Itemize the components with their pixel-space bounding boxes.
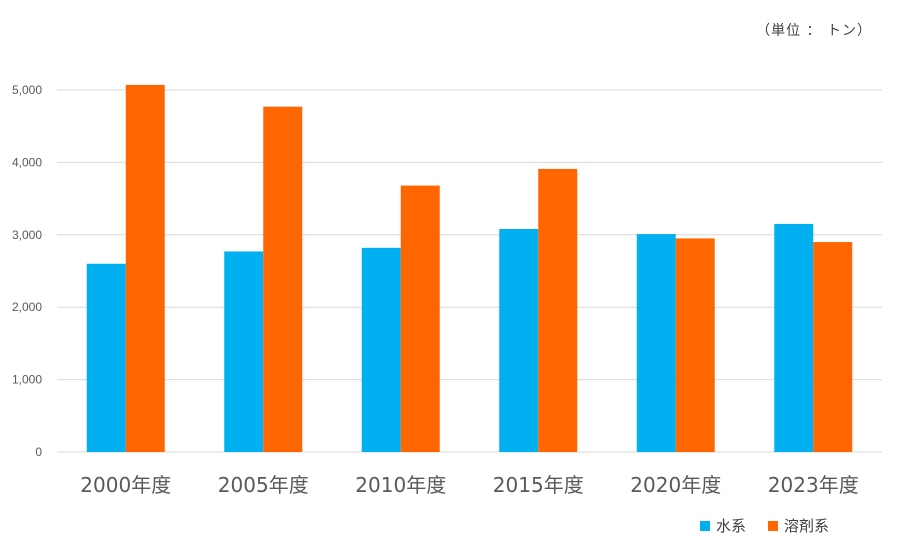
x-tick-label: 2015年度 bbox=[493, 473, 584, 497]
y-tick-label: 1,000 bbox=[12, 373, 42, 387]
bar-series1 bbox=[499, 229, 539, 452]
bar-series2 bbox=[675, 238, 715, 452]
x-tick-label: 2020年度 bbox=[630, 473, 721, 497]
bar-series2 bbox=[400, 185, 440, 452]
y-tick-label: 5,000 bbox=[12, 83, 42, 97]
legend-swatch-series1 bbox=[700, 520, 710, 531]
legend-label-series1: 水系 bbox=[716, 517, 747, 535]
y-tick-label: 0 bbox=[35, 445, 42, 459]
y-tick-label: 4,000 bbox=[12, 155, 42, 169]
bar-series1 bbox=[636, 234, 676, 452]
legend-item-series1: 水系 bbox=[700, 515, 746, 536]
x-tick-label: 2000年度 bbox=[80, 473, 171, 497]
bar-series2 bbox=[538, 168, 578, 452]
bar-series1 bbox=[774, 223, 814, 452]
legend: 水系 溶剤系 bbox=[700, 515, 829, 536]
legend-swatch-series2 bbox=[768, 520, 779, 531]
x-tick-label: 2005年度 bbox=[218, 473, 309, 497]
y-tick-label: 2,000 bbox=[12, 300, 42, 314]
y-tick-label: 3,000 bbox=[12, 228, 42, 242]
x-tick-label: 2023年度 bbox=[768, 473, 859, 497]
legend-item-series2: 溶剤系 bbox=[768, 515, 829, 536]
bar-series1 bbox=[361, 247, 401, 452]
bar-series1 bbox=[86, 263, 126, 452]
bar-series2 bbox=[813, 242, 853, 452]
legend-label-series2: 溶剤系 bbox=[784, 517, 830, 535]
unit-note: （単位 ： トン） bbox=[756, 23, 872, 39]
bar-series2 bbox=[263, 106, 303, 452]
bar-series2 bbox=[125, 84, 165, 452]
x-tick-label: 2010年度 bbox=[355, 473, 446, 497]
bar-series1 bbox=[224, 251, 264, 452]
